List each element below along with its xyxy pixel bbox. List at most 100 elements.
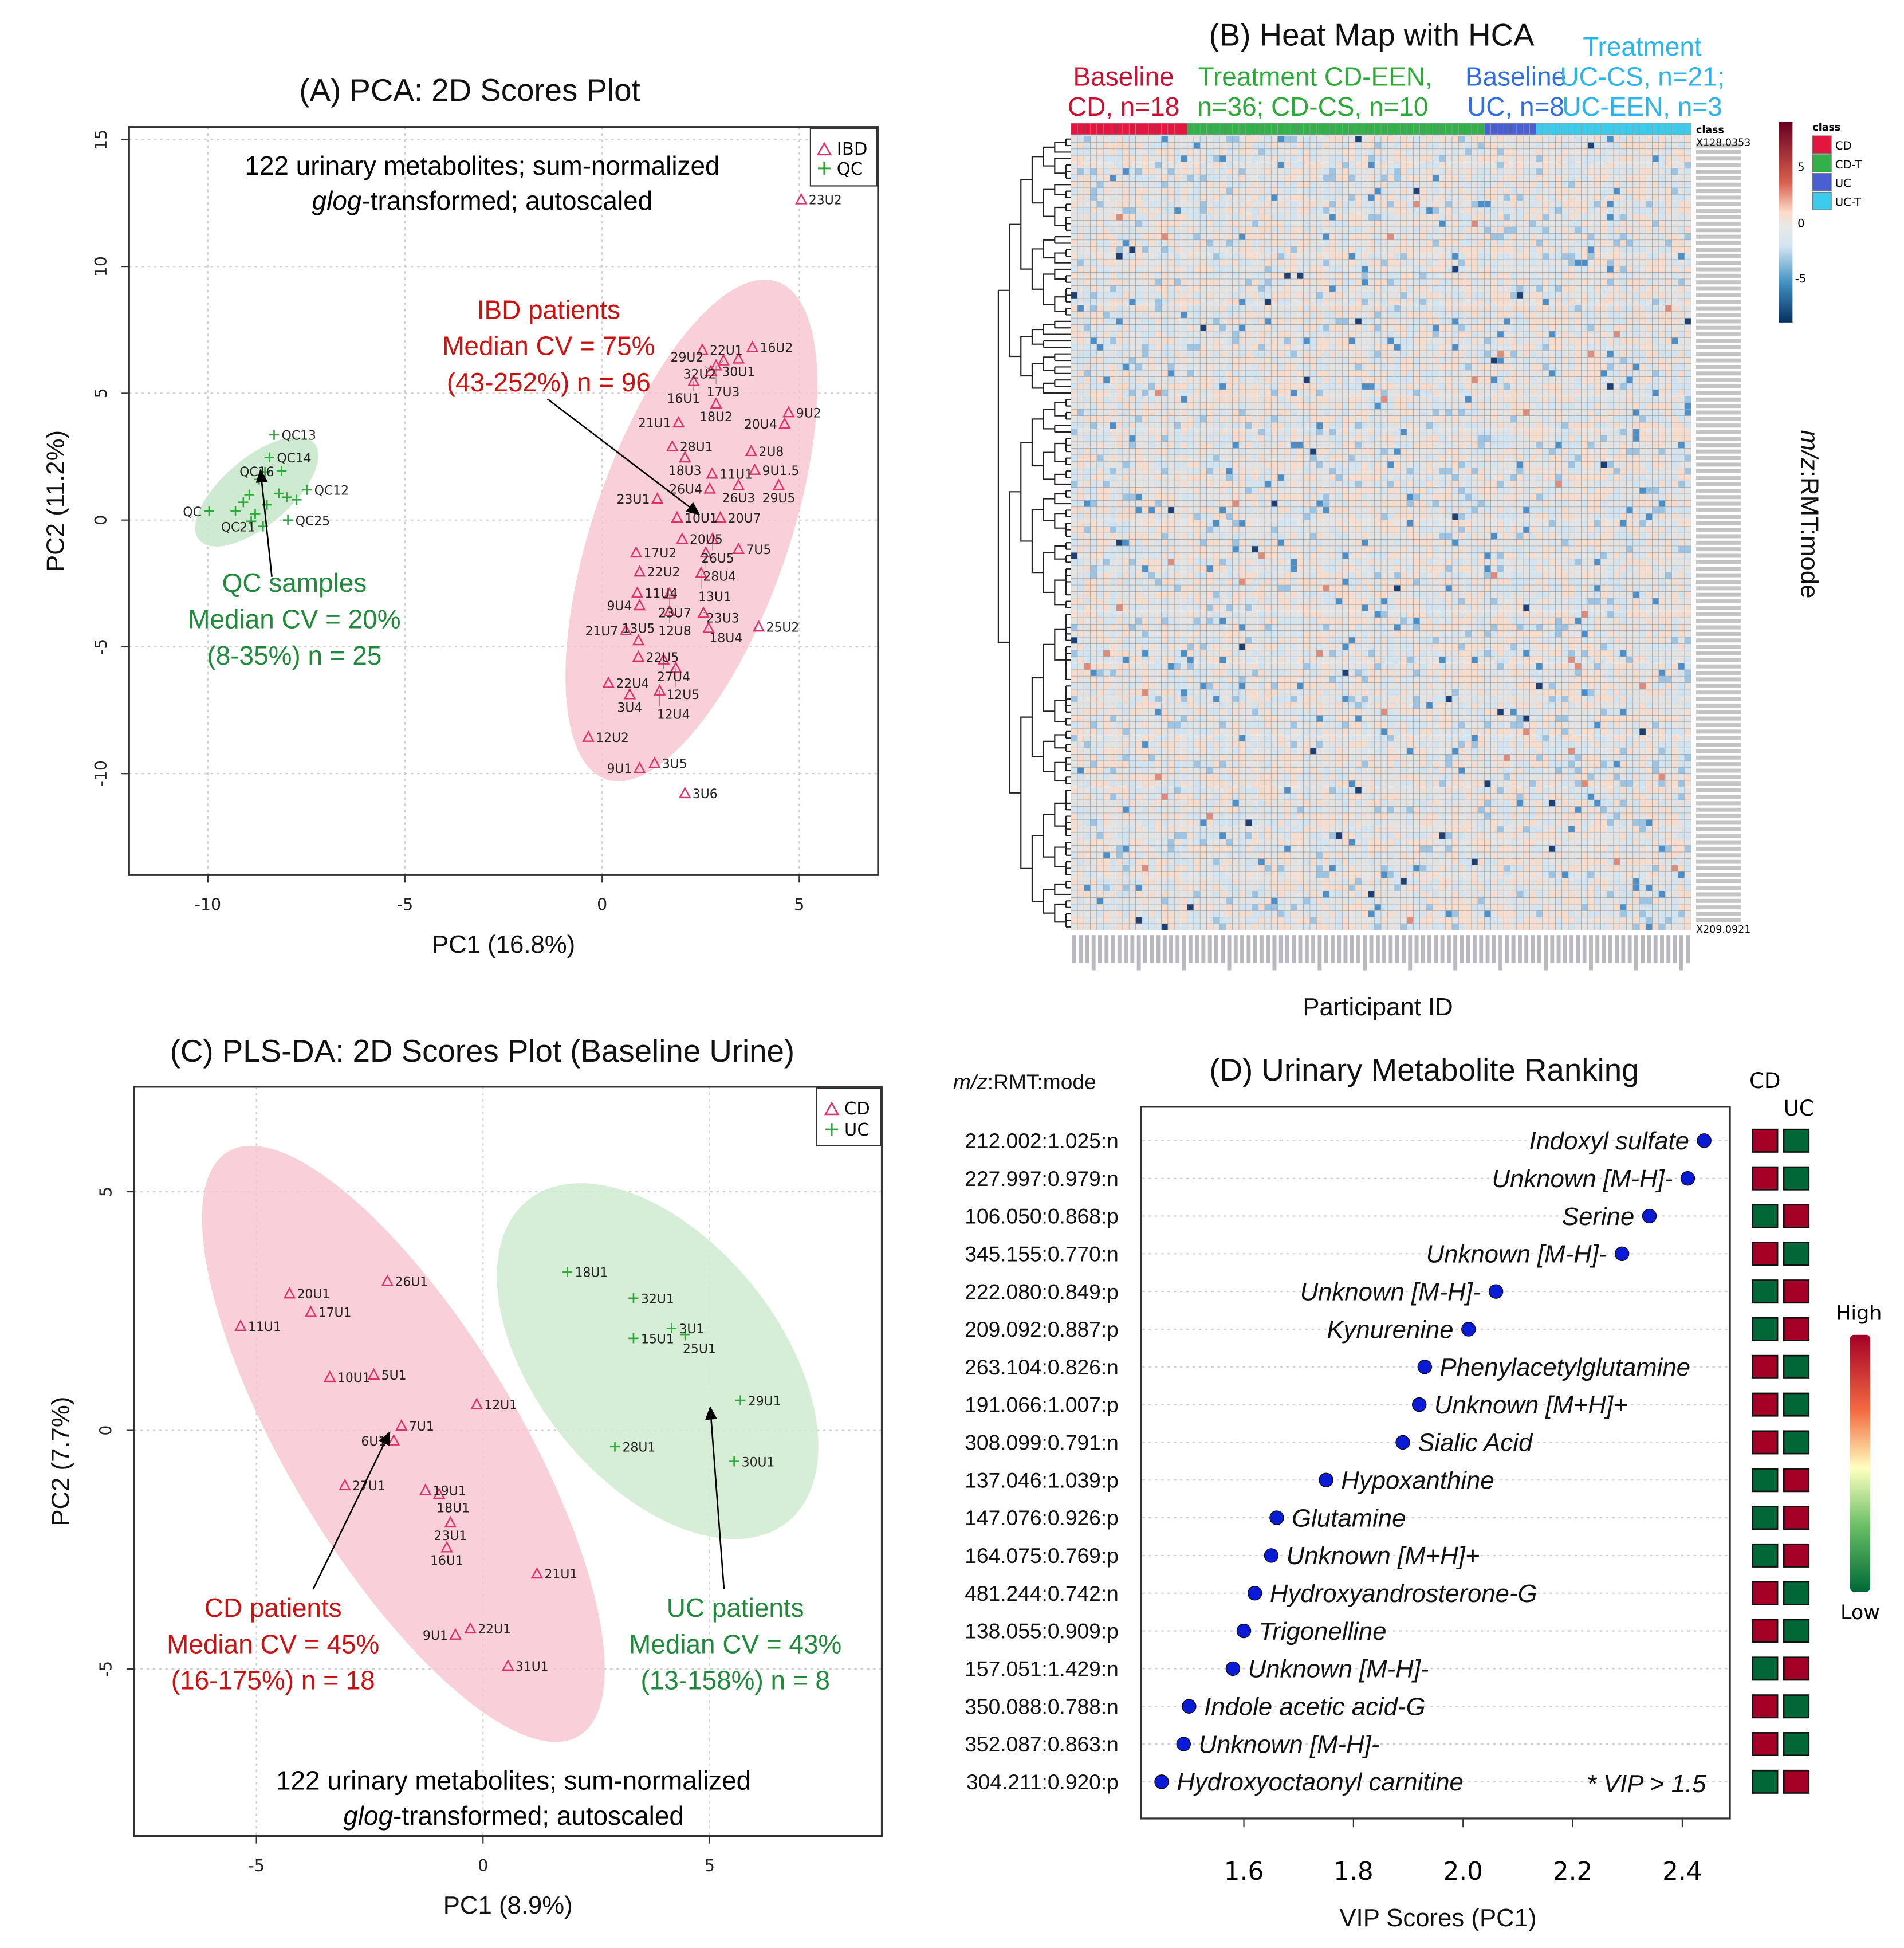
heatmap-cell <box>1103 174 1110 182</box>
heatmap-cell <box>1167 253 1175 260</box>
heatmap-cell <box>1645 370 1653 377</box>
heatmap-cell <box>1432 389 1439 396</box>
heatmap-cell <box>1335 135 1343 143</box>
heatmap-cell <box>1439 187 1446 195</box>
heatmap-cell <box>1380 370 1388 377</box>
heatmap-cell <box>1290 305 1297 312</box>
heatmap-cell <box>1548 142 1556 150</box>
heatmap-cell <box>1335 233 1343 241</box>
heatmap-cell <box>1406 213 1414 221</box>
point-label: 25U2 <box>766 620 800 635</box>
heatmap-cell <box>1355 253 1362 260</box>
heatmap-cell <box>1684 220 1691 227</box>
heatmap-cell <box>1626 194 1634 202</box>
heatmap-cell <box>1613 220 1620 227</box>
heatmap-cell <box>1600 285 1608 293</box>
heatmap-cell <box>1497 194 1504 202</box>
heatmap-cell <box>1238 441 1246 449</box>
heatmap-cell <box>1671 155 1679 162</box>
heatmap-cell <box>1613 278 1620 286</box>
heatmap-cell <box>1665 324 1672 332</box>
heatmap-cell <box>1548 278 1556 286</box>
heatmap-cell <box>1128 220 1136 227</box>
heatmap-cell <box>1148 441 1155 449</box>
heatmap-cell <box>1110 383 1117 390</box>
heatmap-cell <box>1206 441 1214 449</box>
heatmap-cell <box>1484 337 1492 345</box>
heatmap-cell <box>1684 142 1691 150</box>
heatmap-cell <box>1613 357 1620 364</box>
heatmap-cell <box>1206 181 1214 188</box>
heatmap-cell <box>1387 272 1394 280</box>
heatmap-cell <box>1277 422 1285 429</box>
heatmap-cell <box>1484 148 1492 156</box>
heatmap-cell <box>1252 135 1259 143</box>
heatmap-cell <box>1503 148 1510 156</box>
heatmap-cell <box>1232 435 1240 442</box>
heatmap-cell <box>1516 429 1524 436</box>
heatmap-cell <box>1187 317 1194 325</box>
heatmap-cell <box>1458 213 1465 221</box>
heatmap-cell <box>1161 376 1169 384</box>
heatmap-cell <box>1225 305 1233 312</box>
class-bar-cell <box>1355 123 1362 135</box>
heatmap-cell <box>1497 389 1504 396</box>
heatmap-cell <box>1103 201 1110 208</box>
heatmap-cell <box>1323 435 1330 442</box>
heatmap-cell <box>1116 376 1123 384</box>
heatmap-cell <box>1361 187 1368 195</box>
heatmap-cell <box>1406 429 1414 436</box>
heatmap-cell <box>1090 389 1097 396</box>
heatmap-cell <box>1252 422 1259 429</box>
heatmap-cell <box>1600 253 1608 260</box>
heatmap-cell <box>1542 174 1549 182</box>
heatmap-cell <box>1581 272 1588 280</box>
heatmap-cell <box>1516 292 1524 299</box>
heatmap-cell <box>1277 162 1285 169</box>
heatmap-cell <box>1309 357 1317 364</box>
heatmap-cell <box>1484 331 1492 338</box>
heatmap-cell <box>1639 253 1646 260</box>
heatmap-cell <box>1490 429 1498 436</box>
heatmap-cell <box>1529 350 1536 358</box>
heatmap-cell <box>1213 135 1220 143</box>
heatmap-cell <box>1110 162 1117 169</box>
heatmap-cell <box>1413 259 1421 266</box>
heatmap-cell <box>1316 409 1323 417</box>
heatmap-cell <box>1380 344 1388 351</box>
heatmap-cell <box>1316 259 1323 266</box>
heatmap-cell <box>1394 253 1401 260</box>
heatmap-cell <box>1071 213 1078 221</box>
heatmap-cell <box>1451 357 1459 364</box>
heatmap-cell <box>1187 142 1194 150</box>
class-bar-cell <box>1451 123 1459 135</box>
heatmap-cell <box>1277 363 1285 371</box>
heatmap-cell <box>1684 441 1691 449</box>
heatmap-cell <box>1077 181 1084 188</box>
heatmap-cell <box>1342 311 1349 319</box>
heatmap-cell <box>1587 292 1595 299</box>
heatmap-cell <box>1329 402 1336 410</box>
heatmap-cell <box>1548 415 1556 423</box>
heatmap-cell <box>1167 265 1175 273</box>
heatmap-cell <box>1561 259 1569 266</box>
heatmap-cell <box>1122 415 1130 423</box>
heatmap-cell <box>1187 253 1194 260</box>
heatmap-cell <box>1587 331 1595 338</box>
heatmap-cell <box>1193 253 1201 260</box>
heatmap-cell <box>1581 278 1588 286</box>
heatmap-cell <box>1116 363 1123 371</box>
heatmap-cell <box>1187 363 1194 371</box>
heatmap-cell <box>1128 194 1136 202</box>
heatmap-cell <box>1206 357 1214 364</box>
heatmap-cell <box>1245 259 1252 266</box>
heatmap-cell <box>1594 396 1601 403</box>
class-bar-cell <box>1380 123 1388 135</box>
heatmap-cell <box>1323 142 1330 150</box>
heatmap-cell <box>1555 194 1563 202</box>
heatmap-cell <box>1154 441 1162 449</box>
heatmap-cell <box>1323 448 1330 455</box>
heatmap-cell <box>1529 201 1536 208</box>
heatmap-cell <box>1361 441 1368 449</box>
heatmap-cell <box>1678 324 1685 332</box>
